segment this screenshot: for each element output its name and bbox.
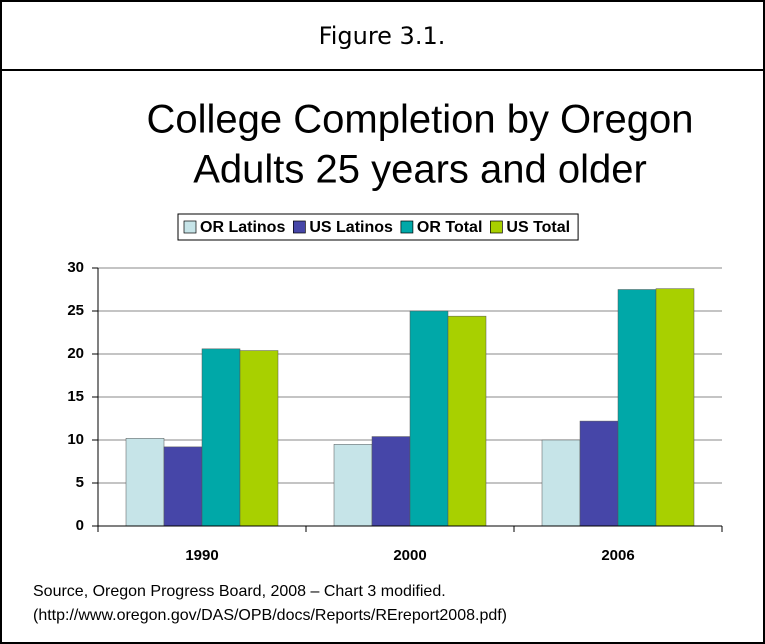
bar: [371, 436, 411, 527]
legend-label: US Latinos: [309, 219, 393, 236]
bar: [125, 438, 165, 527]
legend-label: OR Latinos: [200, 219, 285, 236]
bar: [163, 446, 203, 527]
bar: [447, 315, 487, 527]
bar: [579, 420, 619, 527]
chart-title: Adults 25 years and older: [193, 148, 647, 192]
chart-title: College Completion by Oregon: [147, 98, 694, 142]
legend-swatch: [400, 220, 414, 234]
legend-box: [177, 213, 579, 241]
legend-label: US Total: [506, 219, 570, 236]
x-tick-label: 1990: [185, 547, 218, 564]
figure-label: Figure 3.1.: [319, 22, 446, 50]
bar: [409, 310, 449, 527]
legend-label: OR Total: [417, 219, 482, 236]
bar: [541, 439, 581, 527]
bar: [655, 288, 695, 527]
legend-swatch: [292, 220, 306, 234]
bar: [201, 348, 241, 527]
y-tick-label: 20: [67, 345, 84, 362]
x-tick-label: 2000: [393, 547, 426, 564]
legend-swatch: [490, 220, 503, 234]
x-tick-label: 2006: [601, 547, 634, 564]
y-tick-label: 0: [76, 517, 84, 534]
bar: [239, 350, 279, 527]
y-tick-label: 30: [67, 259, 84, 276]
bar: [617, 289, 657, 527]
y-tick-label: 5: [76, 474, 84, 491]
source-note: (http://www.oregon.gov/DAS/OPB/docs/Repo…: [33, 607, 507, 624]
y-tick-label: 15: [67, 388, 84, 405]
legend-swatch: [183, 220, 197, 234]
bar: [333, 444, 373, 527]
y-tick-label: 10: [67, 431, 84, 448]
source-note: Source, Oregon Progress Board, 2008 – Ch…: [33, 583, 446, 600]
y-tick-label: 25: [67, 302, 84, 319]
